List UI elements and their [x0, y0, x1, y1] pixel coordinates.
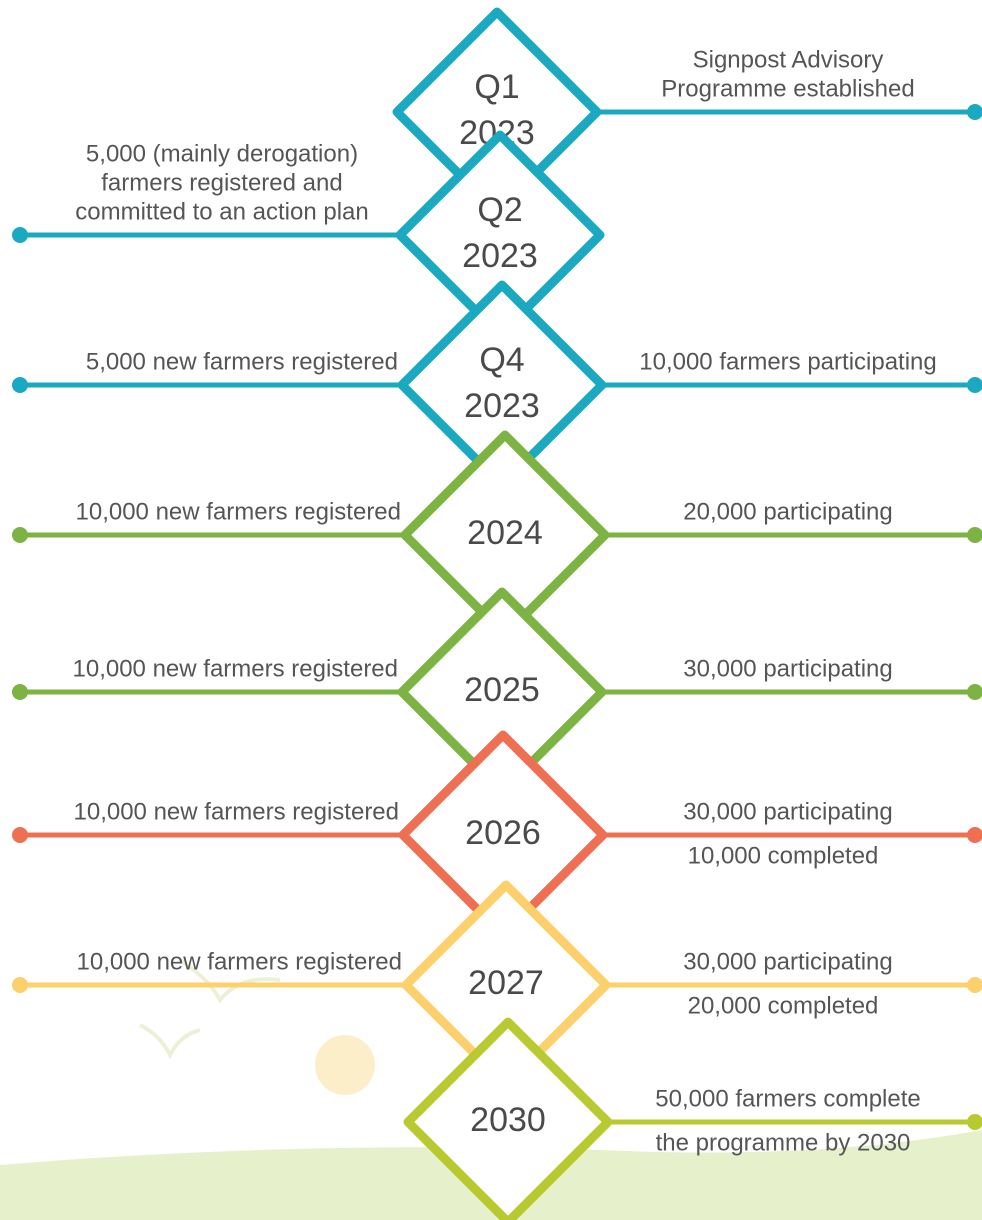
milestone-label: 2026 — [465, 814, 541, 852]
milestone-label: 2023 — [462, 237, 538, 275]
timeline: Signpost AdvisoryProgramme established 5,… — [0, 0, 982, 1220]
end-dot — [12, 827, 28, 843]
sun — [315, 1035, 375, 1095]
end-dot — [967, 1114, 982, 1130]
end-dot — [12, 527, 28, 543]
milestone-right-text: Programme established — [661, 75, 914, 102]
milestone-left-text: farmers registered and — [101, 169, 342, 196]
end-dot — [967, 377, 982, 393]
end-dot — [12, 227, 28, 243]
end-dot — [12, 377, 28, 393]
end-dot — [967, 684, 982, 700]
milestone-left-text: 10,000 new farmers registered — [73, 655, 399, 682]
milestone-label: 2030 — [470, 1101, 546, 1139]
end-dot — [967, 104, 982, 120]
milestone-label: Q4 — [479, 341, 524, 379]
milestone-right-text: 10,000 completed — [688, 842, 879, 869]
milestone-left-text: 10,000 new farmers registered — [77, 948, 403, 975]
milestone-left-text: 10,000 new farmers registered — [74, 798, 400, 825]
milestone-label: 2025 — [464, 671, 540, 709]
milestone-right-text: 20,000 participating — [683, 498, 892, 525]
milestone-left-text: 10,000 new farmers registered — [76, 498, 402, 525]
milestone-left-text: 5,000 new farmers registered — [86, 348, 398, 375]
end-dot — [967, 977, 982, 993]
bird — [140, 1025, 200, 1055]
milestone-left-text: 5,000 (mainly derogation) — [86, 140, 358, 167]
milestone-label: 2024 — [467, 514, 543, 552]
milestone-right-text: the programme by 2030 — [656, 1129, 911, 1156]
milestone-right-text: 10,000 farmers participating — [639, 348, 937, 375]
end-dot — [967, 827, 982, 843]
milestone-right-text: 50,000 farmers complete — [655, 1085, 920, 1112]
milestone-label: Q1 — [474, 68, 519, 106]
end-dot — [967, 527, 982, 543]
milestone-label: Q2 — [477, 191, 522, 229]
end-dot — [12, 684, 28, 700]
milestone-label: 2027 — [468, 964, 544, 1002]
milestone-label: 2023 — [464, 387, 540, 425]
milestone-left-text: committed to an action plan — [75, 198, 369, 225]
milestone-right-text: 30,000 participating — [683, 655, 892, 682]
milestone-right-text: Signpost Advisory — [693, 46, 884, 73]
milestone-right-text: 30,000 participating — [683, 798, 892, 825]
milestone-right-text: 30,000 participating — [683, 948, 892, 975]
milestone-right-text: 20,000 completed — [688, 992, 879, 1019]
end-dot — [12, 977, 28, 993]
